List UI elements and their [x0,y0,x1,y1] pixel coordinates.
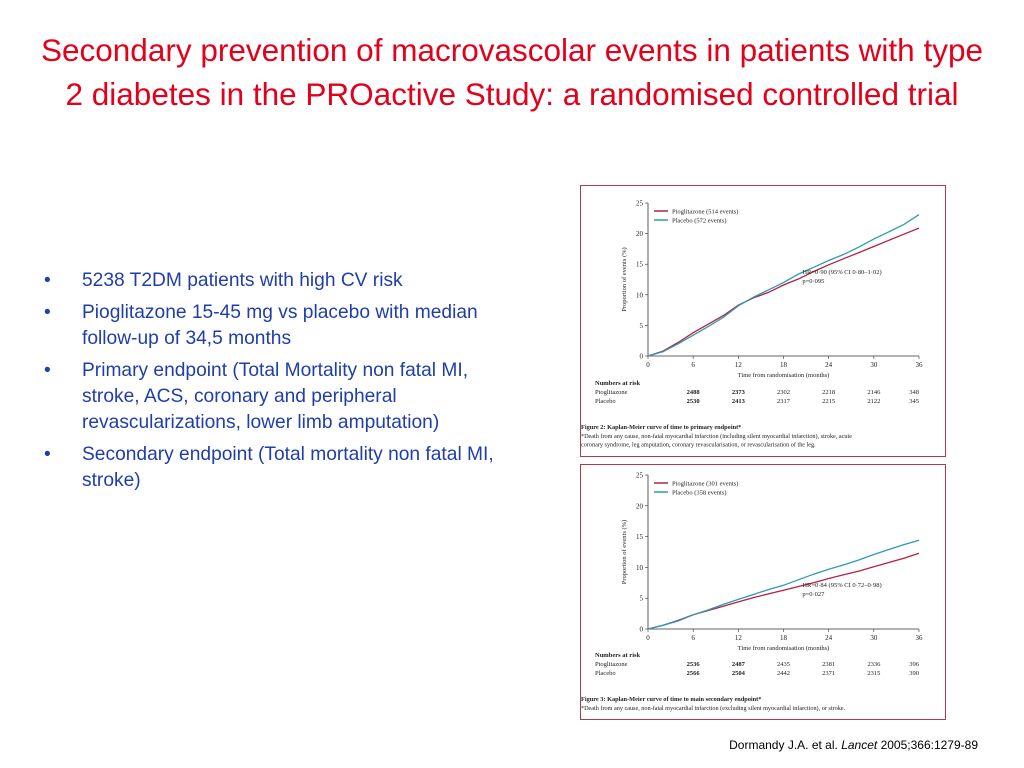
risk-table-value: 390 [909,670,919,677]
series-line-pioglitazone [647,227,920,357]
x-tick-label: 12 [735,361,743,369]
hr-annotation: HR=0·90 (95% CI 0·80–1·02) [802,269,881,276]
risk-table-value: 2302 [777,389,790,396]
figure-caption-note: *Death from any cause, non-fatal myocard… [581,705,846,712]
risk-table-value: 345 [909,398,919,405]
y-tick-label: 5 [640,322,644,330]
figure-caption-note: *Death from any cause, non-fatal myocard… [581,433,852,440]
km-chart-primary: 0 5 10 15 20 25 0 6 12 18 24 30 36 Time from randomis… [581,200,924,449]
y-tick-label: 20 [636,230,644,238]
y-axis-label: Proportion of events (%) [621,520,628,584]
risk-table-value: 2317 [777,398,791,405]
x-tick-label: 36 [916,361,924,369]
bullet-item: • Pioglitazone 15-45 mg vs placebo with m… [44,300,494,352]
risk-table-header: Numbers at risk [595,380,641,387]
legend-label: Placebo (358 events) [672,490,727,497]
series-line-pioglitazone [647,552,920,630]
y-tick-label: 20 [636,502,644,510]
y-axis-label: Proportion of events (%) [621,247,628,311]
x-tick-label: 24 [825,634,833,642]
bullet-item: • Secondary endpoint (Total mortality non… [44,442,494,494]
citation-authors: Dormandy J.A. et al. [729,738,838,752]
risk-table-value: 2371 [822,670,835,677]
risk-table-value: 2488 [687,389,701,396]
bullet-item: • Primary endpoint (Total Mortality non f… [44,358,494,436]
y-tick-label: 0 [640,353,644,361]
citation: Dormandy J.A. et al. Lancet 2005;366:127… [729,738,978,752]
x-axis-label: Time from randomisation (months) [738,372,830,379]
x-tick-label: 6 [691,361,695,369]
figure-caption-note: coronary syndrome, leg amputation, coron… [581,442,816,449]
y-tick-label: 5 [640,595,644,603]
risk-table-value: 2381 [822,661,835,668]
risk-table-value: 2504 [732,670,746,677]
y-tick-label: 0 [640,626,644,634]
series-line-placebo [647,214,920,357]
y-tick-label: 10 [636,564,644,572]
x-tick-label: 30 [870,634,878,642]
x-tick-label: 18 [780,361,788,369]
bullet-dot: • [44,270,51,291]
x-axis-label: Time from randomisation (months) [738,645,830,652]
hr-annotation: HR=0·84 (95% CI 0·72–0·98) [802,582,881,589]
risk-table-row-label: Pioglitazone [595,389,628,396]
risk-table-value: 2530 [687,398,700,405]
bullet-text: 5238 T2DM patients with high CV risk [82,270,403,291]
x-tick-label: 30 [870,361,878,369]
x-tick-label: 18 [780,634,788,642]
citation-journal: Lancet [841,738,878,752]
bullet-text: Pioglitazone 15-45 mg vs placebo with me… [82,302,478,349]
bullet-dot: • [44,360,51,381]
risk-table-row-label: Pioglitazone [595,661,628,668]
bullet-list: • 5238 T2DM patients with high CV risk • P… [44,268,494,500]
legend-label: Pioglitazone (301 events) [672,481,738,488]
bullet-dot: • [44,444,51,465]
risk-table-value: 2215 [822,398,835,405]
risk-table-value: 2536 [687,661,701,668]
x-tick-label: 24 [825,361,833,369]
risk-table-row-label: Placebo [595,398,616,405]
risk-table-value: 2315 [867,670,880,677]
legend-label: Placebo (572 events) [672,218,727,225]
risk-table-value: 2566 [687,670,701,677]
figure-caption-title: Figure 3: Kaplan-Meier curve of time to … [581,696,761,703]
y-tick-label: 10 [636,291,644,299]
bullet-dot: • [44,302,51,323]
risk-table-header: Numbers at risk [595,652,641,659]
hr-annotation: p=0·027 [802,591,825,598]
bullet-text: Primary endpoint (Total Mortality non fa… [82,360,469,433]
risk-table-value: 2413 [732,398,746,405]
hr-annotation: p=0·095 [802,278,824,285]
y-tick-label: 15 [636,533,644,541]
risk-table-value: 2336 [867,661,881,668]
citation-ref: 2005;366:1279-89 [880,738,978,752]
x-tick-label: 0 [646,361,650,369]
figure-secondary-endpoint: 0 5 10 15 20 25 0 6 12 18 24 30 36 Time from randomis… [580,464,946,720]
x-tick-label: 6 [691,634,695,642]
x-tick-label: 12 [735,634,743,642]
bullet-text: Secondary endpoint (Total mortality non … [82,444,494,491]
x-tick-label: 0 [646,634,650,642]
series-line-placebo [647,539,920,630]
legend-label: Pioglitazone (514 events) [672,209,738,216]
km-chart-secondary: 0 5 10 15 20 25 0 6 12 18 24 30 36 Time from randomis… [581,472,924,713]
risk-table-value: 348 [909,389,919,396]
figure-primary-endpoint: 0 5 10 15 20 25 0 6 12 18 24 30 36 Time from randomis… [580,185,946,457]
risk-table-value: 2487 [732,661,746,668]
risk-table-value: 396 [909,661,920,668]
risk-table-value: 2122 [867,398,880,405]
risk-table-value: 2146 [867,389,881,396]
x-tick-label: 36 [916,634,924,642]
risk-table-row-label: Placebo [595,670,616,677]
risk-table-value: 2435 [777,661,790,668]
y-tick-label: 25 [636,472,644,480]
risk-table-value: 2442 [777,670,790,677]
bullet-item: • 5238 T2DM patients with high CV risk [44,268,494,294]
y-tick-label: 15 [636,261,644,269]
figure-caption-title: Figure 2: Kaplan-Meier curve of time to … [581,424,741,431]
risk-table-value: 2218 [822,389,835,396]
y-tick-label: 25 [636,200,644,208]
risk-table-value: 2373 [732,389,746,396]
slide-title: Secondary prevention of macrovascolar ev… [40,32,983,112]
